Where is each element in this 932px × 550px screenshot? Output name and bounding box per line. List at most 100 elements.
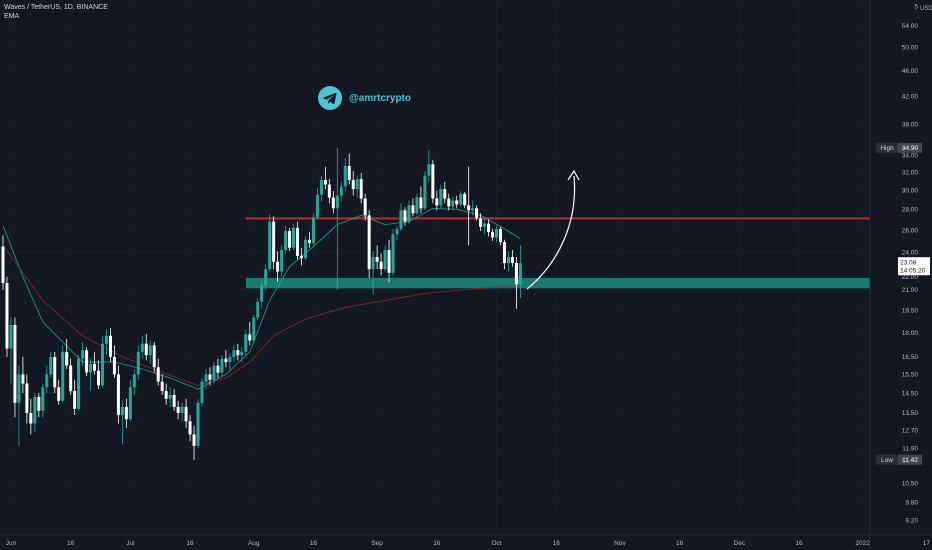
candle[interactable]	[156, 367, 160, 382]
candle[interactable]	[268, 221, 272, 270]
projection-arrow[interactable]	[526, 175, 576, 290]
candle[interactable]	[196, 402, 200, 446]
candle[interactable]	[264, 269, 268, 286]
candle[interactable]	[319, 179, 323, 195]
candle[interactable]	[240, 351, 244, 356]
candle[interactable]	[124, 406, 128, 420]
candle[interactable]	[17, 374, 21, 403]
candle[interactable]	[152, 345, 156, 368]
candle[interactable]	[463, 193, 467, 206]
candle[interactable]	[307, 239, 311, 244]
candle[interactable]	[495, 228, 499, 238]
candle[interactable]	[112, 356, 116, 375]
candle[interactable]	[77, 358, 81, 409]
candle[interactable]	[367, 215, 371, 270]
candle[interactable]	[323, 179, 327, 185]
candle[interactable]	[252, 317, 256, 341]
candle[interactable]	[343, 165, 347, 187]
candle[interactable]	[347, 165, 351, 180]
candle[interactable]	[53, 356, 57, 388]
candle[interactable]	[5, 283, 9, 349]
candle[interactable]	[407, 205, 411, 222]
candle[interactable]	[451, 200, 455, 207]
candle[interactable]	[65, 351, 69, 366]
candle[interactable]	[184, 406, 188, 422]
candle[interactable]	[232, 350, 236, 357]
candle[interactable]	[200, 381, 204, 403]
support-zone[interactable]	[246, 277, 870, 289]
candle[interactable]	[439, 189, 443, 206]
candle[interactable]	[85, 350, 89, 373]
candle[interactable]	[379, 261, 383, 270]
candle[interactable]	[228, 356, 232, 363]
candle[interactable]	[483, 223, 487, 227]
candle[interactable]	[116, 374, 120, 416]
candle[interactable]	[276, 261, 280, 272]
candle[interactable]	[518, 263, 522, 285]
candle[interactable]	[327, 184, 331, 198]
candle[interactable]	[220, 358, 224, 373]
candle[interactable]	[423, 175, 427, 209]
candle[interactable]	[13, 324, 17, 403]
candle[interactable]	[288, 231, 292, 248]
candle[interactable]	[97, 370, 101, 386]
candle[interactable]	[128, 387, 132, 420]
candle[interactable]	[160, 381, 164, 392]
candle[interactable]	[435, 198, 439, 206]
candle[interactable]	[108, 335, 112, 357]
candle[interactable]	[176, 406, 180, 413]
candle[interactable]	[459, 193, 463, 205]
candle[interactable]	[471, 208, 475, 211]
candle[interactable]	[296, 227, 300, 256]
candle[interactable]	[61, 351, 65, 401]
candle[interactable]	[144, 343, 148, 356]
candle[interactable]	[510, 257, 514, 263]
candle[interactable]	[9, 324, 13, 349]
candle[interactable]	[25, 383, 29, 413]
candle[interactable]	[260, 285, 264, 302]
candle[interactable]	[491, 232, 495, 238]
candle[interactable]	[244, 334, 248, 352]
candle[interactable]	[272, 221, 276, 262]
candle[interactable]	[69, 365, 73, 392]
candle[interactable]	[419, 197, 423, 209]
candle[interactable]	[104, 335, 108, 344]
candle[interactable]	[403, 210, 407, 222]
candle[interactable]	[256, 301, 260, 318]
candle[interactable]	[168, 394, 172, 399]
candle[interactable]	[502, 242, 506, 263]
candle[interactable]	[93, 363, 97, 371]
candle[interactable]	[21, 374, 25, 384]
candle[interactable]	[506, 257, 510, 263]
candle[interactable]	[248, 334, 252, 341]
candle[interactable]	[284, 231, 288, 251]
candle[interactable]	[315, 194, 319, 218]
candle[interactable]	[411, 205, 415, 214]
candle[interactable]	[192, 434, 196, 446]
candle[interactable]	[37, 396, 41, 411]
candle[interactable]	[136, 351, 140, 375]
candle[interactable]	[280, 250, 284, 272]
candle[interactable]	[188, 421, 192, 435]
candle[interactable]	[49, 356, 53, 375]
candle[interactable]	[351, 179, 355, 190]
candle[interactable]	[475, 208, 479, 219]
candle[interactable]	[431, 164, 435, 199]
candle[interactable]	[383, 250, 387, 270]
candle[interactable]	[212, 365, 216, 380]
candle[interactable]	[216, 365, 220, 373]
candle[interactable]	[415, 197, 419, 214]
candle[interactable]	[132, 374, 136, 388]
candle[interactable]	[443, 189, 447, 199]
candle[interactable]	[359, 179, 363, 199]
symbol-title[interactable]: Waves / TetherUS, 1D, BINANCE	[4, 4, 108, 11]
candle[interactable]	[311, 217, 315, 244]
indicator-label[interactable]: EMA	[4, 13, 20, 20]
candle[interactable]	[499, 228, 502, 243]
candle[interactable]	[204, 374, 208, 382]
candle[interactable]	[41, 387, 45, 411]
candle[interactable]	[81, 350, 85, 359]
candle[interactable]	[331, 197, 335, 209]
candle[interactable]	[303, 239, 307, 259]
